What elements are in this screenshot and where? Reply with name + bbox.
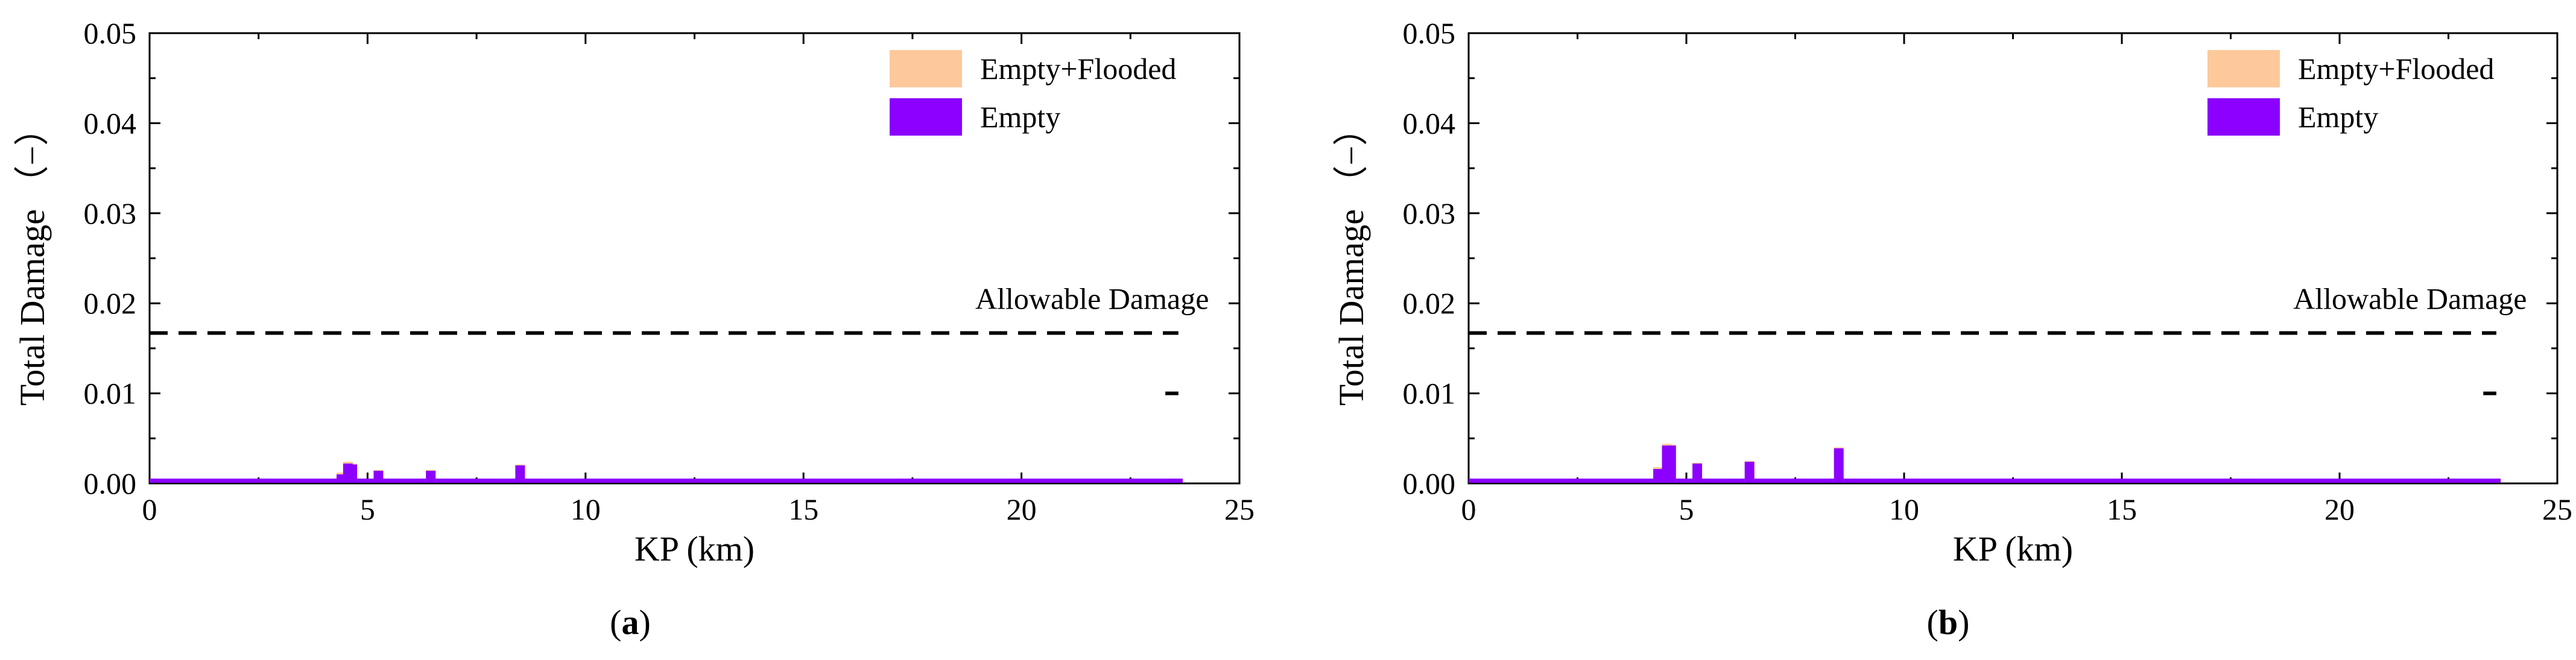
y-tick-label: 0.02 [84, 286, 137, 320]
x-tick-label: 15 [2107, 492, 2137, 526]
y-tick-label: 0.04 [1403, 106, 1456, 140]
y-tick-label: 0.00 [1403, 467, 1456, 500]
y-tick-label: 0.02 [1403, 286, 1456, 320]
bar-empty [1653, 469, 1663, 482]
bar-empty [1834, 448, 1844, 482]
allowable-damage-label: Allowable Damage [975, 282, 1209, 316]
plot-frame [148, 32, 1241, 485]
x-tick-label: 0 [142, 492, 157, 526]
x-tick-label: 5 [1679, 492, 1694, 526]
bar-empty [347, 464, 358, 482]
x-tick-label: 0 [1461, 492, 1476, 526]
legend-label: Empty [980, 100, 1060, 134]
bar-empty [515, 465, 525, 482]
x-tick-label: 10 [1889, 492, 1919, 526]
y-tick-label: 0.03 [84, 196, 137, 230]
x-tick-label: 20 [2324, 492, 2355, 526]
legend-label: Empty+Flooded [980, 52, 1176, 86]
x-tick-label: 25 [1224, 492, 1255, 526]
plot-frame [1467, 32, 2559, 485]
y-axis-label: Total Damage （−） [1332, 111, 1371, 406]
legend-swatch [2207, 98, 2280, 136]
legend-label: Empty [2298, 100, 2378, 134]
x-tick-label: 10 [571, 492, 601, 526]
bar-empty [426, 471, 436, 482]
x-tick-label: 20 [1007, 492, 1037, 526]
chart-panel-b: 0.00 0.01 0.02 0.03 0.04 0.05 0 5 10 15 20 25 KP (km… [1332, 16, 2572, 642]
y-tick-label: 0.05 [1403, 16, 1456, 50]
bar-empty [1666, 445, 1676, 482]
y-tick-label: 0.00 [84, 467, 137, 500]
legend-swatch [890, 50, 962, 87]
y-axis-label: Total Damage （−） [13, 111, 52, 406]
y-tick-label: 0.05 [84, 16, 137, 50]
y-tick-label: 0.03 [1403, 196, 1456, 230]
y-tick-label: 0.04 [84, 106, 137, 140]
x-axis-label: KP (km) [1953, 529, 2073, 568]
panel-label: (a) [610, 603, 651, 642]
x-tick-label: 15 [788, 492, 818, 526]
legend-label: Empty+Flooded [2298, 52, 2494, 86]
y-tick-label: 0.01 [84, 377, 137, 410]
chart-panel-a: 0.00 0.01 0.02 0.03 0.04 0.05 0 5 10 15 20 25 KP (km… [13, 16, 1255, 642]
legend-swatch [890, 98, 962, 136]
panel-label: (b) [1927, 603, 1970, 642]
y-tick-label: 0.01 [1403, 377, 1456, 410]
x-tick-label: 25 [2542, 492, 2572, 526]
bar-empty [1744, 462, 1755, 482]
x-axis-label: KP (km) [635, 529, 755, 568]
bar-empty [373, 471, 384, 482]
allowable-damage-label: Allowable Damage [2293, 282, 2527, 316]
legend-swatch [2207, 50, 2280, 87]
bar-empty [1692, 464, 1703, 482]
x-tick-label: 5 [360, 492, 375, 526]
